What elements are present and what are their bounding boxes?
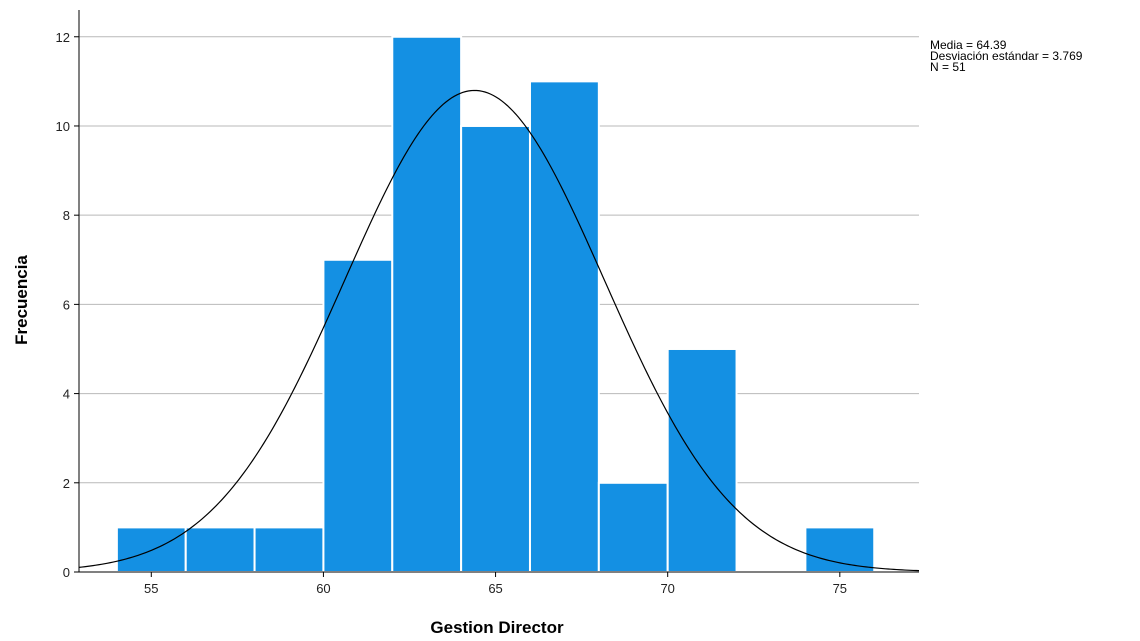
histogram-bar — [597, 481, 669, 573]
x-ticks: 55 60 65 70 75 — [144, 572, 847, 596]
std-dev-label: Desviación estándar = 3.769 — [930, 49, 1083, 63]
y-tick-label: 4 — [63, 387, 70, 402]
stats-annotation: Media = 64.39 Desviación estándar = 3.76… — [930, 38, 1083, 74]
x-tick-label: 55 — [144, 581, 158, 596]
x-tick-label: 60 — [316, 581, 330, 596]
y-axis-title: Frecuencia — [12, 255, 31, 345]
y-tick-label: 2 — [63, 476, 70, 491]
histogram-bar — [391, 35, 463, 574]
histogram-bar — [253, 526, 325, 574]
mean-label: Media = 64.39 — [930, 38, 1007, 52]
y-tick-label: 0 — [63, 565, 70, 580]
histogram-bar — [115, 526, 187, 574]
x-axis-title: Gestion Director — [430, 618, 564, 637]
x-tick-label: 70 — [660, 581, 674, 596]
bars — [115, 35, 876, 574]
histogram-bar — [460, 124, 531, 573]
y-tick-label: 12 — [56, 30, 70, 45]
histogram-bar — [804, 526, 876, 574]
x-tick-label: 75 — [833, 581, 847, 596]
histogram-bar — [184, 526, 256, 574]
y-ticks: 0 2 4 6 8 10 12 — [56, 30, 79, 580]
histogram-bar — [322, 258, 394, 573]
y-tick-label: 8 — [63, 208, 70, 223]
y-tick-label: 6 — [63, 297, 70, 312]
normal-curve — [78, 89, 920, 572]
histogram-bar — [528, 80, 600, 573]
n-label: N = 51 — [930, 60, 966, 74]
histogram-bar — [666, 347, 738, 573]
y-tick-label: 10 — [56, 119, 70, 134]
x-tick-label: 65 — [488, 581, 502, 596]
